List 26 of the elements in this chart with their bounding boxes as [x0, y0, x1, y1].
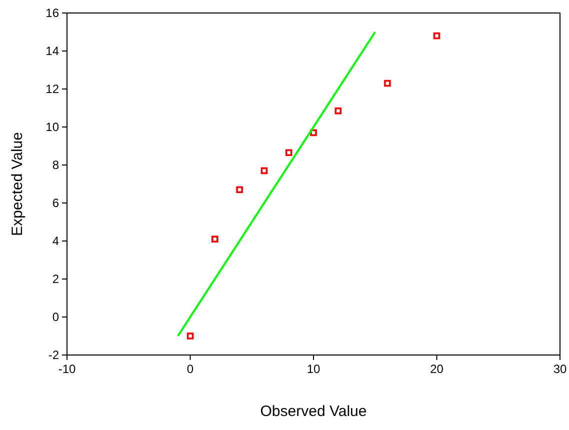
x-tick-label: -10: [58, 362, 76, 376]
y-tick-label: 4: [52, 234, 60, 248]
y-tick-label: -2: [48, 348, 60, 362]
y-tick-label: 10: [46, 120, 60, 134]
point: [212, 236, 218, 242]
point: [433, 32, 440, 40]
point: [260, 167, 268, 174]
y-tick-label: 0: [52, 310, 60, 324]
x-tick-label: 10: [306, 362, 320, 376]
y-tick-label: 12: [46, 82, 60, 96]
point: [334, 107, 342, 114]
y-tick-label: 8: [52, 158, 60, 172]
point: [384, 80, 391, 87]
x-tick-label: 30: [553, 362, 567, 376]
x-tick-label: 0: [186, 362, 194, 376]
y-tick-label: 2: [52, 272, 60, 286]
x-tick-label: 20: [430, 362, 444, 376]
y-axis-title: Expected Value: [9, 132, 26, 236]
x-axis-title: Observed Value: [260, 403, 367, 420]
y-tick-label: 6: [52, 196, 60, 210]
y-tick-label: 14: [46, 44, 60, 58]
point: [285, 149, 292, 156]
point: [186, 332, 194, 340]
y-tick-label: 16: [46, 6, 60, 20]
point: [310, 129, 317, 136]
point: [236, 186, 243, 194]
